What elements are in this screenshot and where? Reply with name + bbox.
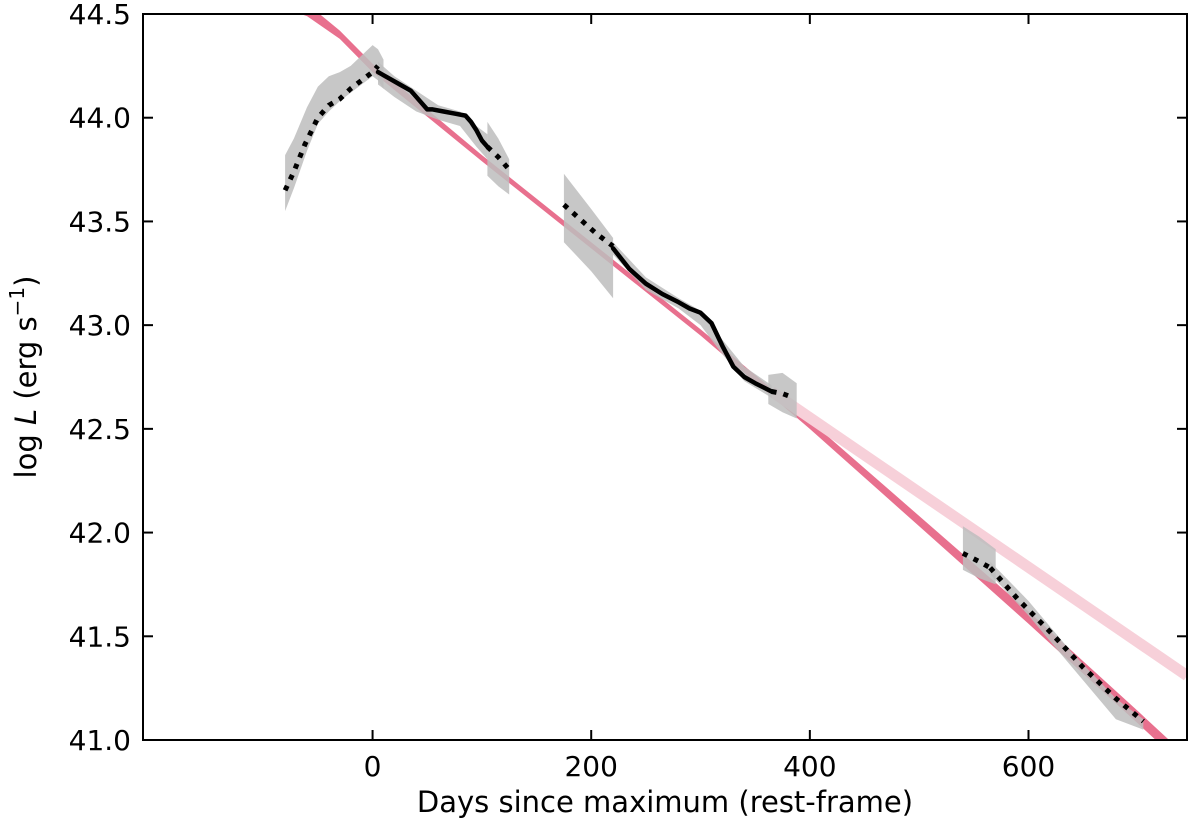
plot-frame	[142, 13, 1188, 741]
y-tick-label: 44.5	[69, 0, 131, 31]
x-axis-label: Days since maximum (rest-frame)	[417, 785, 913, 819]
x-tick-label: 0	[364, 750, 382, 783]
interpolated-segment	[988, 566, 1145, 724]
uncertainty-band	[613, 242, 772, 398]
interpolated-segment	[485, 144, 512, 172]
fit-faded-extension	[768, 386, 1187, 681]
y-tick-label: 41.5	[69, 620, 131, 653]
interpolated-segment	[961, 551, 992, 570]
y-tick-label: 43.5	[69, 205, 131, 238]
uncertainty-band	[990, 561, 1144, 730]
uncertainty-band	[768, 372, 797, 419]
y-axis-label-close: )	[9, 276, 43, 287]
y-axis-label-prefix: log	[9, 425, 43, 478]
x-tick-label: 600	[1002, 750, 1055, 783]
y-tick-label: 41.0	[69, 724, 131, 757]
uncertainty-band	[285, 45, 384, 212]
uncertainty-band	[563, 173, 614, 299]
y-axis-label-unit: (erg s	[9, 316, 43, 409]
observed-segment	[610, 246, 774, 394]
uncertainty-band	[962, 526, 996, 585]
axes: 0 200 400 600 41.0 41.5 42.0 42.5 43.0 43.5 44.0 44…	[69, 0, 1188, 783]
y-tick-label: 44.0	[69, 102, 131, 135]
observed-segment	[375, 69, 490, 150]
y-tick-label: 43.0	[69, 309, 131, 342]
interpolated-segment	[771, 389, 795, 401]
y-tick-label: 42.0	[69, 517, 131, 550]
y-axis-label-variable: L	[9, 409, 43, 425]
y-axis-label-exponent: −1	[5, 287, 29, 316]
interpolated-segment	[282, 64, 380, 192]
x-tick-label: 400	[783, 750, 836, 783]
y-axis-label: log L (erg s−1)	[5, 276, 43, 479]
plot-area	[282, 14, 1187, 740]
x-tick-label: 200	[564, 750, 617, 783]
y-tick-label: 42.5	[69, 413, 131, 446]
